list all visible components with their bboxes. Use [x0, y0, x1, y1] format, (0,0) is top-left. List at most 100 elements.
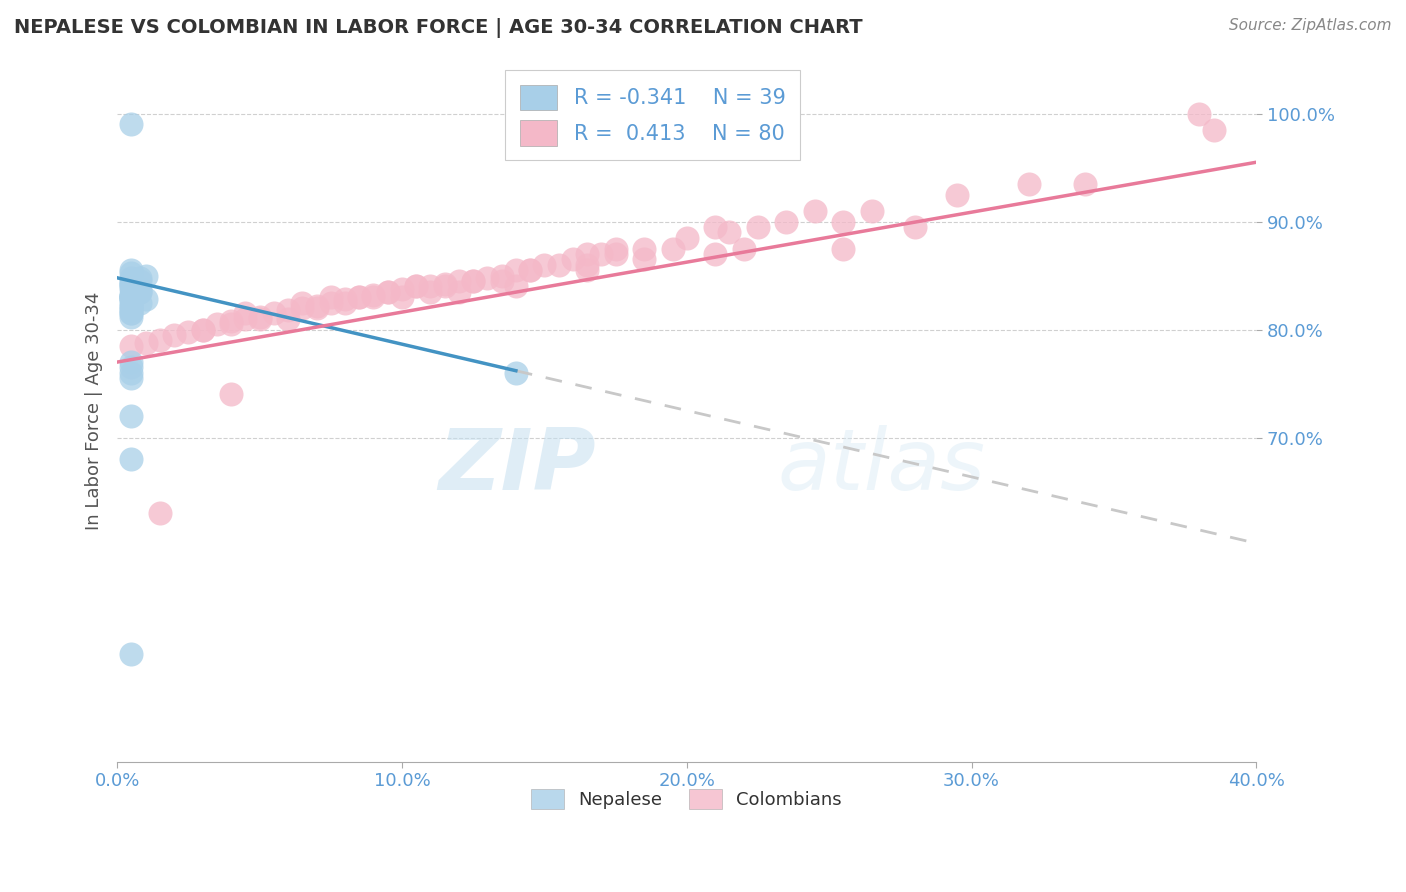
Point — [163, 328, 186, 343]
Point — [120, 647, 142, 661]
Point — [120, 277, 142, 292]
Point — [1074, 177, 1097, 191]
Point — [319, 295, 342, 310]
Point — [946, 187, 969, 202]
Point — [576, 247, 599, 261]
Point — [233, 306, 256, 320]
Point — [120, 290, 142, 304]
Point — [363, 288, 385, 302]
Point — [120, 295, 142, 310]
Point — [533, 258, 555, 272]
Point — [219, 318, 242, 332]
Point — [391, 290, 413, 304]
Point — [747, 220, 769, 235]
Point — [804, 203, 827, 218]
Point — [832, 242, 855, 256]
Point — [505, 366, 527, 380]
Point — [377, 285, 399, 299]
Point — [860, 203, 883, 218]
Text: atlas: atlas — [778, 425, 986, 508]
Point — [120, 288, 142, 302]
Point — [120, 290, 142, 304]
Point — [377, 285, 399, 299]
Point — [120, 366, 142, 380]
Point — [419, 285, 441, 299]
Point — [576, 258, 599, 272]
Point — [576, 263, 599, 277]
Point — [447, 285, 470, 299]
Point — [903, 220, 925, 235]
Point — [305, 301, 328, 315]
Point — [832, 214, 855, 228]
Point — [775, 214, 797, 228]
Text: NEPALESE VS COLOMBIAN IN LABOR FORCE | AGE 30-34 CORRELATION CHART: NEPALESE VS COLOMBIAN IN LABOR FORCE | A… — [14, 18, 863, 37]
Point — [120, 117, 142, 131]
Point — [120, 270, 142, 285]
Point — [349, 290, 371, 304]
Point — [149, 506, 172, 520]
Point — [591, 247, 613, 261]
Point — [463, 274, 485, 288]
Point — [120, 293, 142, 307]
Point — [249, 311, 271, 326]
Point — [405, 279, 427, 293]
Point — [433, 277, 456, 292]
Text: ZIP: ZIP — [439, 425, 596, 508]
Point — [391, 282, 413, 296]
Point — [120, 371, 142, 385]
Point — [477, 270, 499, 285]
Point — [263, 306, 285, 320]
Point — [129, 285, 152, 299]
Point — [135, 293, 157, 307]
Point — [120, 409, 142, 423]
Point — [120, 355, 142, 369]
Point — [120, 290, 142, 304]
Point — [129, 282, 152, 296]
Point — [120, 306, 142, 320]
Point — [519, 263, 541, 277]
Y-axis label: In Labor Force | Age 30-34: In Labor Force | Age 30-34 — [86, 292, 103, 530]
Point — [120, 277, 142, 292]
Point — [675, 231, 697, 245]
Point — [349, 290, 371, 304]
Point — [277, 303, 299, 318]
Point — [120, 310, 142, 324]
Point — [129, 285, 152, 299]
Point — [319, 290, 342, 304]
Point — [135, 268, 157, 283]
Point — [219, 314, 242, 328]
Legend: Nepalese, Colombians: Nepalese, Colombians — [524, 781, 849, 816]
Point — [561, 252, 583, 267]
Point — [733, 242, 755, 256]
Point — [120, 299, 142, 313]
Point — [120, 263, 142, 277]
Point — [1202, 123, 1225, 137]
Point — [633, 252, 655, 267]
Point — [129, 295, 152, 310]
Point — [661, 242, 683, 256]
Point — [704, 220, 727, 235]
Point — [120, 303, 142, 318]
Point — [305, 299, 328, 313]
Point — [505, 279, 527, 293]
Point — [120, 339, 142, 353]
Point — [463, 274, 485, 288]
Text: Source: ZipAtlas.com: Source: ZipAtlas.com — [1229, 18, 1392, 33]
Point — [120, 301, 142, 315]
Point — [505, 263, 527, 277]
Point — [363, 290, 385, 304]
Point — [177, 325, 200, 339]
Point — [120, 360, 142, 375]
Point — [405, 279, 427, 293]
Point — [120, 288, 142, 302]
Point — [149, 334, 172, 348]
Point — [547, 258, 569, 272]
Point — [433, 279, 456, 293]
Point — [333, 295, 356, 310]
Point — [277, 311, 299, 326]
Point — [135, 335, 157, 350]
Point — [233, 311, 256, 326]
Point — [704, 247, 727, 261]
Point — [447, 274, 470, 288]
Point — [249, 310, 271, 324]
